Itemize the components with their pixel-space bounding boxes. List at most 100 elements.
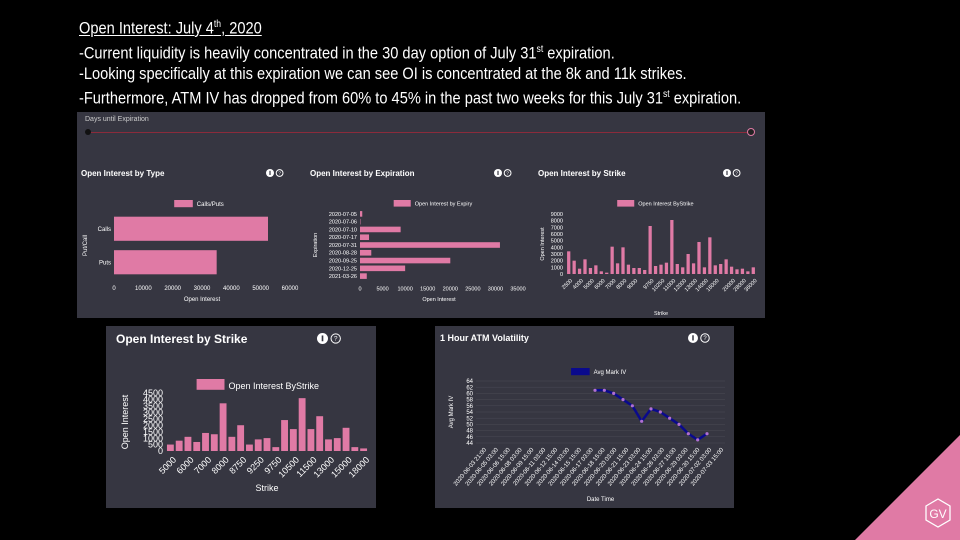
gv-logo: GV <box>855 435 960 540</box>
y-axis-label: Open Interest <box>540 227 546 261</box>
iv-point <box>668 416 672 420</box>
strike-chart-title: Open Interest by Strike <box>538 169 626 178</box>
bar <box>360 257 451 264</box>
x-tick-label: 15000 <box>420 287 435 293</box>
bar <box>184 436 192 451</box>
y-tick-label: 4000 <box>551 245 563 251</box>
x-axis-label: Strike <box>255 483 278 493</box>
iv-point <box>649 407 653 411</box>
y-axis-label: Put/Call <box>83 235 89 256</box>
y-tick-label: 52 <box>466 416 473 422</box>
help-icon: ? <box>700 333 710 343</box>
bar <box>307 429 315 451</box>
y-tick-label: 50 <box>466 423 473 429</box>
bar <box>588 268 593 274</box>
x-tick-label: 8000 <box>615 278 628 291</box>
iv-point <box>686 432 690 436</box>
strike-panel-svg: Open Interest ByStrike 050010001500200025… <box>120 333 371 493</box>
bar <box>114 216 268 241</box>
y-tick-label: 2000 <box>551 259 563 265</box>
logo-text: GV <box>929 507 946 521</box>
svg-text:?: ? <box>703 336 707 342</box>
svg-text:?: ? <box>278 171 281 177</box>
x-tick-label: 10000 <box>397 287 412 293</box>
bar <box>746 271 750 274</box>
bar <box>583 259 587 274</box>
y-tick-label: 1500 <box>143 427 163 437</box>
legend-swatch <box>393 200 411 207</box>
bar <box>298 398 306 451</box>
iv-point <box>630 404 634 408</box>
x-tick-label: 50000 <box>252 286 269 292</box>
bar <box>648 226 652 274</box>
slider-start-handle[interactable] <box>85 129 91 135</box>
bar <box>360 242 500 248</box>
y-tick-label: 2500 <box>143 414 163 424</box>
expiration-slider-track[interactable] <box>88 132 752 133</box>
iv-point <box>658 410 662 414</box>
volatility-panel-svg: Avg Mark IV44464850525456586062642020-06… <box>449 333 726 503</box>
iv-point <box>612 391 616 395</box>
iv-point <box>640 419 644 423</box>
legend-swatch <box>196 379 225 390</box>
bar <box>664 262 669 274</box>
y-axis-label: Expiration <box>313 233 319 257</box>
y-tick-label: 58 <box>466 398 473 404</box>
svg-text:?: ? <box>735 171 738 177</box>
x-tick-label: 25000 <box>465 287 480 293</box>
info-icon <box>266 169 274 177</box>
bar <box>316 416 324 451</box>
bar <box>289 429 297 451</box>
type-chart-title: Open Interest by Type <box>81 169 165 178</box>
iv-point <box>602 388 606 392</box>
x-tick-label: 5000 <box>157 455 178 476</box>
y-tick-label: 3000 <box>551 252 563 258</box>
y-tick-label: 54 <box>466 410 473 416</box>
bullet-line-1: -Current liquidity is heavily concentrat… <box>79 43 615 63</box>
y-axis-label: Avg Mark IV <box>449 396 455 429</box>
y-tick-label: 500 <box>148 440 163 450</box>
y-tick-label: 4000 <box>143 395 163 405</box>
bar <box>621 247 625 274</box>
y-tick-label: 2020-07-31 <box>329 243 357 249</box>
bar <box>360 249 372 256</box>
bar <box>653 266 658 274</box>
slider-label: Days until Expiration <box>85 116 149 123</box>
iv-point <box>677 422 681 426</box>
svg-text:?: ? <box>334 336 338 343</box>
bar <box>702 267 707 274</box>
bar <box>691 263 696 274</box>
bar <box>567 251 571 274</box>
x-tick-label: 40000 <box>223 286 240 292</box>
bar <box>675 264 679 274</box>
bar <box>351 447 359 451</box>
x-tick-label: 0 <box>112 286 116 292</box>
bar <box>751 267 755 274</box>
bar <box>577 268 582 274</box>
x-axis-label: Open Interest <box>422 297 456 303</box>
y-tick-label: Puts <box>99 260 111 266</box>
x-tick-label: 5000 <box>583 278 596 291</box>
bar <box>729 266 734 274</box>
svg-text:?: ? <box>506 171 509 177</box>
bar <box>342 427 350 451</box>
x-tick-label: 9000 <box>626 278 639 291</box>
bar <box>202 432 209 451</box>
x-tick-label: 7000 <box>605 278 618 291</box>
y-tick-label: 0 <box>158 446 163 456</box>
y-tick-label: 64 <box>466 379 473 385</box>
bar <box>713 265 717 274</box>
x-tick-label: 6000 <box>174 455 195 476</box>
bar <box>615 263 620 274</box>
bar <box>643 270 647 274</box>
y-tick-label: 2020-07-17 <box>329 235 357 241</box>
legend-swatch <box>571 368 590 376</box>
bar <box>228 436 236 451</box>
bar <box>708 237 712 274</box>
bar <box>360 234 370 241</box>
bar <box>360 265 406 272</box>
bar <box>325 439 332 451</box>
slider-end-handle[interactable] <box>747 128 755 136</box>
bar <box>272 447 280 451</box>
